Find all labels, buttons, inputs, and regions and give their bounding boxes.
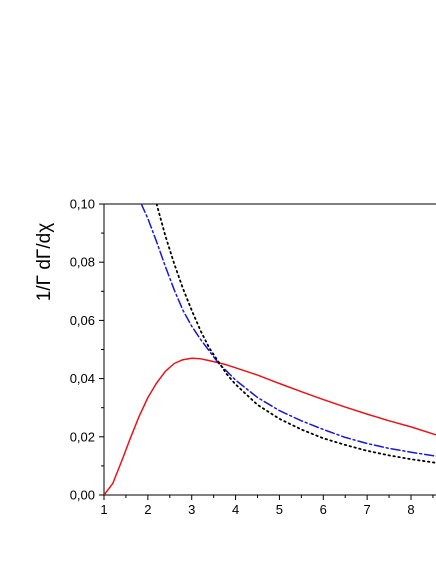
y-tick-label: 0,02 [70, 429, 95, 444]
series-line-dash-dot [140, 204, 436, 457]
x-tick-label: 4 [232, 502, 239, 517]
x-tick-label: 1 [100, 502, 107, 517]
series-line-dotted [155, 204, 436, 464]
x-tick-label: 3 [188, 502, 195, 517]
y-tick-label: 0,10 [70, 197, 95, 212]
x-tick-label: 5 [276, 502, 283, 517]
x-tick-label: 7 [364, 502, 371, 517]
x-tick-label: 6 [320, 502, 327, 517]
y-tick-label: 0,04 [70, 371, 95, 386]
y-tick-label: 0,06 [70, 313, 95, 328]
y-tick-label: 0,08 [70, 255, 95, 270]
x-tick-label: 8 [407, 502, 414, 517]
y-tick-label: 0,00 [70, 488, 95, 503]
series-line-solid [104, 357, 436, 495]
y-axis-label: 1/Γ dΓ/dχ [34, 223, 55, 301]
x-tick-label: 2 [144, 502, 151, 517]
plot-area: 0,00 0,02 0,04 0,06 0,08 0,10 1 2 3 4 5 6 7 8 [70, 197, 436, 517]
